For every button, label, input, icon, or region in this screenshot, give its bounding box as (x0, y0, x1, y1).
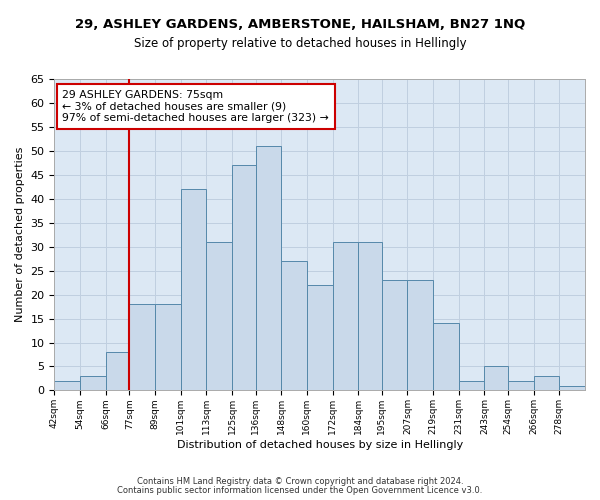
Bar (382, 280, 407, 390)
Bar (407, 280, 433, 390)
Bar (106, 352, 129, 391)
Bar (232, 165, 256, 390)
Bar (129, 304, 155, 390)
Text: Size of property relative to detached houses in Hellingly: Size of property relative to detached ho… (134, 38, 466, 51)
Text: Contains public sector information licensed under the Open Government Licence v3: Contains public sector information licen… (118, 486, 482, 495)
Bar (281, 261, 307, 390)
Bar (533, 376, 559, 390)
Text: 29, ASHLEY GARDENS, AMBERSTONE, HAILSHAM, BN27 1NQ: 29, ASHLEY GARDENS, AMBERSTONE, HAILSHAM… (75, 18, 525, 30)
Bar (181, 189, 206, 390)
Bar (307, 285, 332, 391)
Y-axis label: Number of detached properties: Number of detached properties (15, 147, 25, 322)
Bar (155, 304, 181, 390)
Text: 29 ASHLEY GARDENS: 75sqm
← 3% of detached houses are smaller (9)
97% of semi-det: 29 ASHLEY GARDENS: 75sqm ← 3% of detache… (62, 90, 329, 123)
Bar (459, 381, 484, 390)
Bar (508, 381, 533, 390)
Bar (332, 242, 358, 390)
Bar (206, 242, 232, 390)
Bar (80, 376, 106, 390)
Bar (55, 381, 80, 390)
Bar (559, 386, 585, 390)
Bar (358, 242, 382, 390)
Bar (256, 146, 281, 390)
Bar (484, 366, 508, 390)
Text: Contains HM Land Registry data © Crown copyright and database right 2024.: Contains HM Land Registry data © Crown c… (137, 477, 463, 486)
Bar (433, 324, 459, 390)
X-axis label: Distribution of detached houses by size in Hellingly: Distribution of detached houses by size … (176, 440, 463, 450)
